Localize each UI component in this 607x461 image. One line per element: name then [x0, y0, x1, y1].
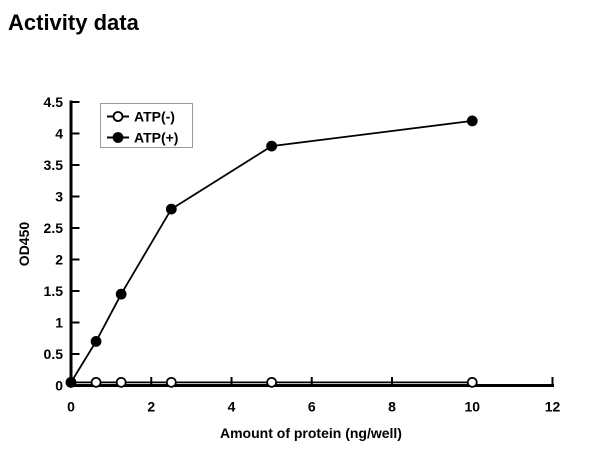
marker-open-circle	[115, 376, 127, 388]
y-tick-label: 1.5	[44, 283, 64, 299]
chart-title: Activity data	[8, 10, 140, 35]
marker-filled-circle	[165, 203, 177, 215]
x-tick-label: 8	[388, 399, 396, 415]
y-tick-label: 3.5	[44, 157, 64, 173]
x-tick-label: 0	[67, 399, 75, 415]
y-tick-label: 4	[55, 126, 63, 142]
x-axis-title: Amount of protein (ng/well)	[220, 425, 402, 441]
marker-filled-circle	[266, 140, 278, 152]
y-axis-title: OD450	[16, 222, 32, 267]
y-tick-label: 2	[55, 252, 63, 268]
y-tick-label: 4.5	[44, 94, 64, 110]
marker-filled-circle	[466, 115, 478, 127]
legend-label: ATP(-)	[134, 109, 175, 125]
marker-open-circle	[90, 376, 102, 388]
x-tick-label: 2	[147, 399, 155, 415]
marker-filled-circle	[90, 335, 102, 347]
legend-filled-circle	[112, 132, 124, 143]
y-tick-label: 0.5	[44, 346, 64, 362]
y-tick-label: 1	[55, 315, 63, 331]
y-tick-label: 2.5	[44, 220, 64, 236]
series-line-ATP(+)	[70, 120, 473, 383]
legend-label: ATP(+)	[134, 130, 178, 146]
legend: ATP(-) ATP(+)	[100, 103, 193, 148]
y-tick-label: 3	[55, 189, 63, 205]
x-tick-label: 10	[464, 399, 480, 415]
marker-open-circle	[466, 376, 478, 388]
y-tick-label: 0	[55, 378, 63, 394]
marker-open-circle	[165, 376, 177, 388]
marker-filled-circle	[65, 376, 77, 388]
x-tick-label: 6	[308, 399, 316, 415]
x-tick-label: 12	[545, 399, 561, 415]
x-tick-label: 4	[228, 399, 236, 415]
legend-open-circle	[112, 111, 124, 122]
plot-area: 0 0.5 1 1.5 2 2.5 3 3.5 4 4.5 0 2 4 6 8 10 12 ATP(-) ATP(+…	[44, 94, 561, 415]
marker-open-circle	[266, 376, 278, 388]
marker-filled-circle	[115, 288, 127, 300]
